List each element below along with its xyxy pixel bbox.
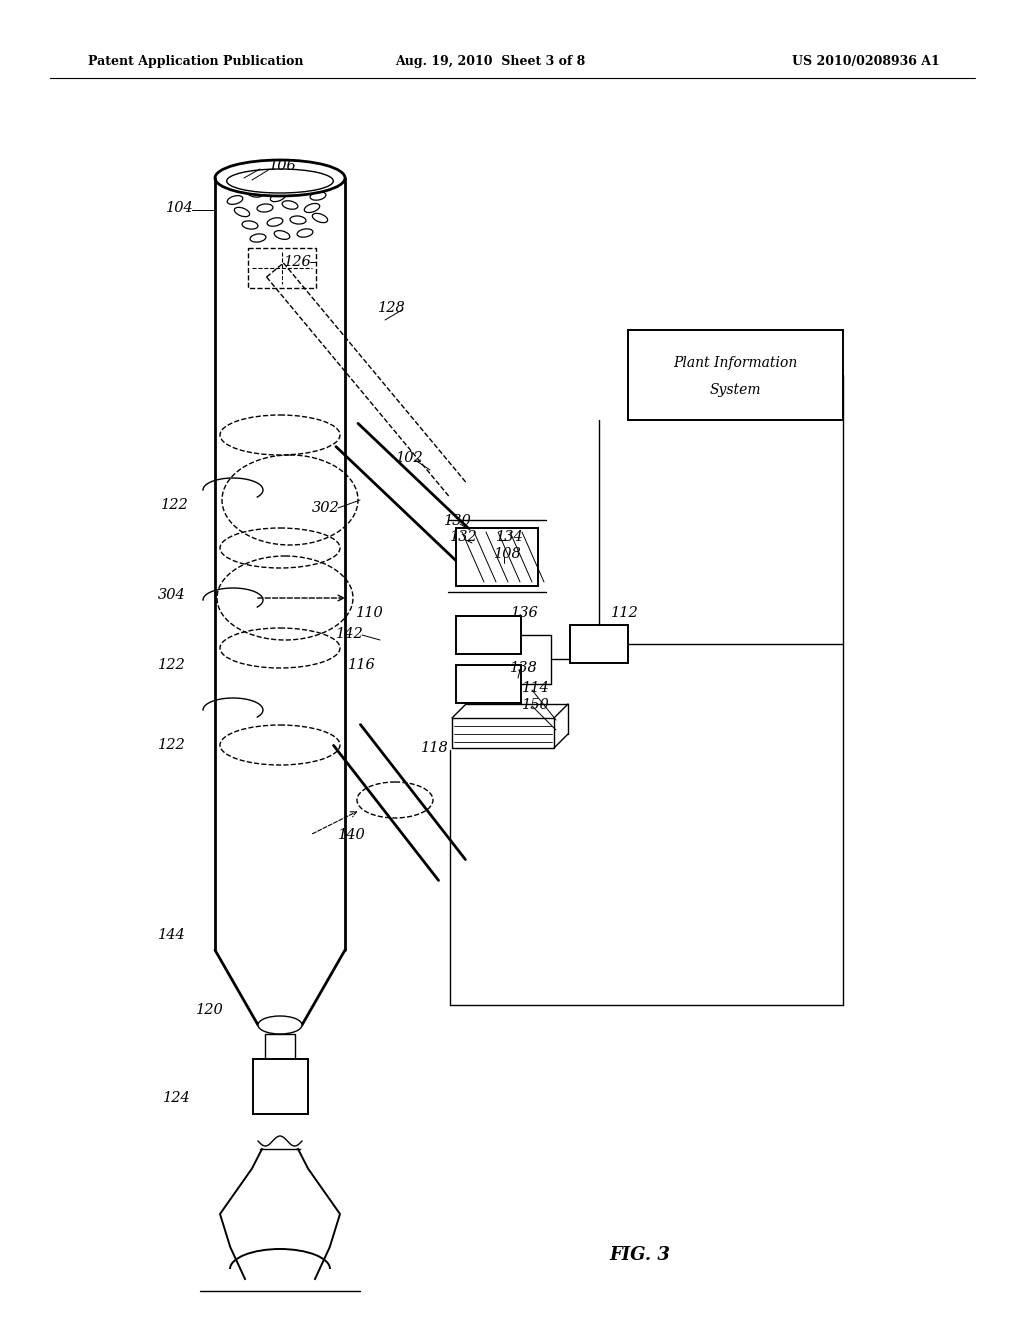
Bar: [452, 718, 554, 748]
Text: 106: 106: [269, 158, 297, 173]
Text: 138: 138: [510, 661, 538, 675]
Bar: [628, 330, 843, 420]
Text: 118: 118: [421, 741, 449, 755]
Text: 140: 140: [338, 828, 366, 842]
Text: 116: 116: [348, 657, 376, 672]
Text: 108: 108: [495, 546, 522, 561]
Text: 136: 136: [511, 606, 539, 620]
Text: 112: 112: [611, 606, 639, 620]
Ellipse shape: [226, 169, 333, 193]
Ellipse shape: [258, 1016, 302, 1034]
Text: 124: 124: [163, 1092, 190, 1105]
Text: System: System: [710, 383, 761, 397]
Text: Patent Application Publication: Patent Application Publication: [88, 55, 303, 69]
Text: 114: 114: [522, 681, 550, 696]
Bar: [248, 248, 316, 288]
Bar: [253, 1059, 308, 1114]
Text: 126: 126: [284, 255, 312, 269]
Text: 110: 110: [356, 606, 384, 620]
Bar: [456, 528, 538, 586]
Text: 102: 102: [396, 451, 424, 465]
Text: 128: 128: [378, 301, 406, 315]
Text: Plant Information: Plant Information: [673, 356, 797, 370]
Text: 142: 142: [336, 627, 364, 642]
Text: FIG. 3: FIG. 3: [609, 1246, 671, 1265]
Text: 122: 122: [158, 657, 186, 672]
Text: 120: 120: [197, 1003, 224, 1016]
Bar: [456, 665, 521, 704]
Bar: [265, 1034, 295, 1059]
Bar: [570, 624, 628, 663]
Text: 122: 122: [158, 738, 186, 752]
Text: Aug. 19, 2010  Sheet 3 of 8: Aug. 19, 2010 Sheet 3 of 8: [395, 55, 585, 69]
Text: 150: 150: [522, 698, 550, 711]
Text: 132: 132: [451, 531, 478, 544]
Text: 130: 130: [444, 513, 472, 528]
Text: 134: 134: [496, 531, 524, 544]
Text: 144: 144: [158, 928, 186, 942]
Text: 104: 104: [166, 201, 194, 215]
Text: 122: 122: [161, 498, 188, 512]
Ellipse shape: [215, 160, 345, 195]
Text: 304: 304: [158, 587, 186, 602]
Text: US 2010/0208936 A1: US 2010/0208936 A1: [793, 55, 940, 69]
Text: 302: 302: [312, 502, 340, 515]
Bar: [456, 616, 521, 653]
